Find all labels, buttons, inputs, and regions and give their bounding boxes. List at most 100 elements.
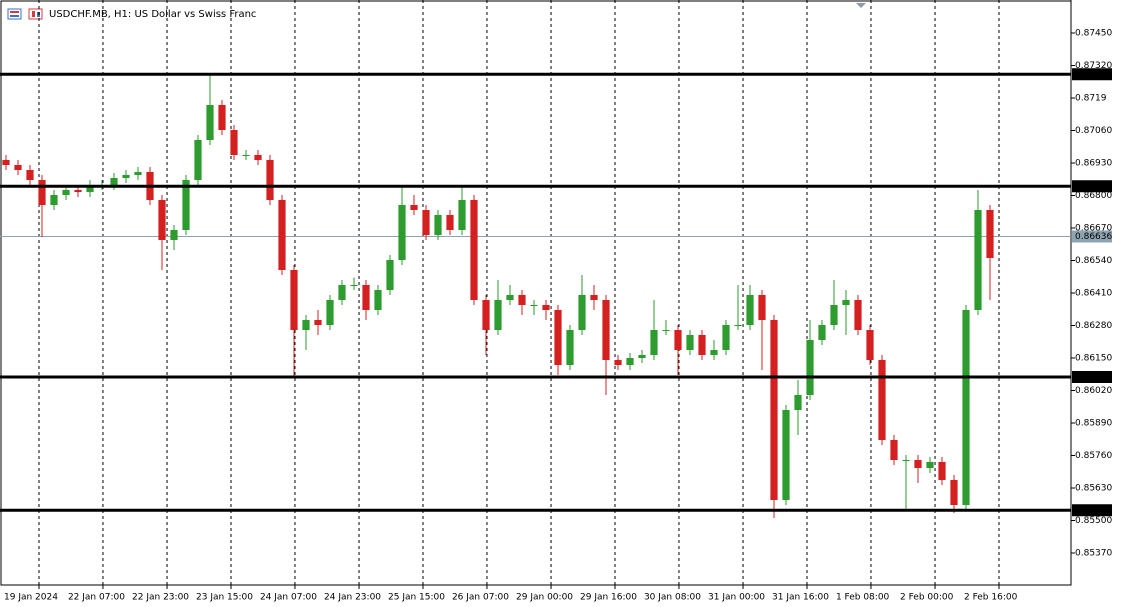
candle-body — [974, 210, 982, 310]
candle-body — [266, 160, 274, 200]
x-tick-label: 22 Jan 07:00 — [68, 593, 125, 603]
candle-body — [470, 200, 478, 300]
candle-body — [410, 205, 418, 210]
candle-body — [314, 320, 322, 325]
candle-body — [506, 295, 514, 300]
x-tick-label: 29 Jan 00:00 — [516, 593, 573, 603]
y-tick-label: 0.85370 — [1075, 549, 1112, 559]
icon — [32, 11, 35, 17]
candle-body — [494, 300, 502, 330]
candle-body — [950, 480, 958, 505]
candle-body — [218, 105, 226, 130]
candle-body — [446, 215, 454, 230]
level-label: 0.85541 — [1075, 506, 1112, 516]
candle-body — [254, 155, 262, 160]
level-label-box — [1072, 371, 1112, 383]
candle-body — [230, 130, 238, 155]
x-tick-label: 19 Jan 2024 — [4, 593, 58, 603]
candle-body — [518, 295, 526, 305]
candle-body — [614, 360, 622, 365]
candle-body — [674, 330, 682, 350]
candle-body — [578, 295, 586, 330]
candle-body — [566, 330, 574, 365]
candle-body — [530, 305, 538, 306]
candle-body — [398, 205, 406, 260]
candle-body — [194, 140, 202, 180]
candle-body — [770, 320, 778, 500]
y-tick-label: 0.86150 — [1075, 354, 1112, 364]
candle-body — [482, 300, 490, 330]
candle-body — [362, 285, 370, 310]
x-tick-label: 1 Feb 08:00 — [836, 593, 890, 603]
candle-body — [422, 210, 430, 235]
candle-body — [158, 200, 166, 240]
x-tick-label: 24 Jan 07:00 — [260, 593, 317, 603]
candle-body — [374, 290, 382, 310]
icon — [10, 11, 19, 13]
candle-body — [542, 305, 550, 310]
level-label-box — [1072, 504, 1112, 517]
candle-body — [338, 285, 346, 300]
candle-body — [902, 460, 910, 461]
icon — [7, 8, 22, 20]
x-tick-label: 2 Feb 16:00 — [964, 593, 1018, 603]
candle-body — [878, 360, 886, 440]
candle-body — [734, 325, 742, 326]
candle-body — [350, 285, 358, 286]
scroll-marker — [856, 3, 866, 8]
candle-body — [806, 340, 814, 395]
candle-body — [722, 325, 730, 350]
candle-body — [710, 350, 718, 355]
candle-body — [170, 230, 178, 240]
y-tick-label: 0.86540 — [1075, 256, 1112, 266]
candle-body — [290, 270, 298, 330]
y-tick-label: 0.87320 — [1075, 61, 1112, 71]
x-tick-label: 31 Jan 00:00 — [708, 593, 765, 603]
level-label-box — [1072, 180, 1112, 193]
x-tick-label: 30 Jan 08:00 — [644, 593, 701, 603]
candle-body — [638, 355, 646, 358]
level-label-box — [1072, 68, 1112, 81]
candle-body — [38, 180, 46, 205]
candle-body — [626, 358, 634, 365]
chart-title: USDCHF.MB, H1: US Dollar vs Swiss Franc — [49, 9, 256, 20]
y-tick-label: 0.87060 — [1075, 126, 1112, 136]
candle-body — [962, 310, 970, 505]
y-tick-label: 0.85630 — [1075, 484, 1112, 494]
candle-body — [794, 395, 802, 410]
candle-body — [662, 330, 670, 331]
y-tick-label: 0.85760 — [1075, 451, 1112, 461]
x-tick-label: 31 Jan 16:00 — [772, 593, 829, 603]
y-tick-label: 0.8719 — [1075, 94, 1107, 104]
candle-body — [686, 335, 694, 350]
candle-body — [866, 330, 874, 360]
candle-body — [914, 460, 922, 468]
x-tick-label: 29 Jan 16:00 — [580, 593, 637, 603]
x-tick-label: 22 Jan 23:00 — [132, 593, 189, 603]
symbol-icons — [7, 8, 43, 20]
candle-body — [26, 170, 34, 180]
candle-body — [62, 190, 70, 195]
candle-body — [110, 178, 118, 185]
candle-body — [602, 300, 610, 360]
candle-body — [590, 295, 598, 300]
y-tick-label: 0.86410 — [1075, 289, 1112, 299]
candle-body — [122, 175, 130, 178]
candle-body — [818, 325, 826, 340]
x-tick-label: 2 Feb 00:00 — [900, 593, 954, 603]
candle-body — [842, 300, 850, 305]
candle-body — [698, 335, 706, 355]
candle-body — [434, 215, 442, 235]
y-tick-label: 0.86930 — [1075, 159, 1112, 169]
candle-body — [938, 462, 946, 480]
candle-body — [650, 330, 658, 355]
candle-body — [278, 200, 286, 270]
x-tick-label: 26 Jan 07:00 — [452, 593, 509, 603]
candle-body — [386, 260, 394, 290]
candle-body — [242, 155, 250, 156]
candle-body — [50, 195, 58, 205]
candle-body — [134, 172, 142, 175]
y-tick-label: 0.86020 — [1075, 386, 1112, 396]
